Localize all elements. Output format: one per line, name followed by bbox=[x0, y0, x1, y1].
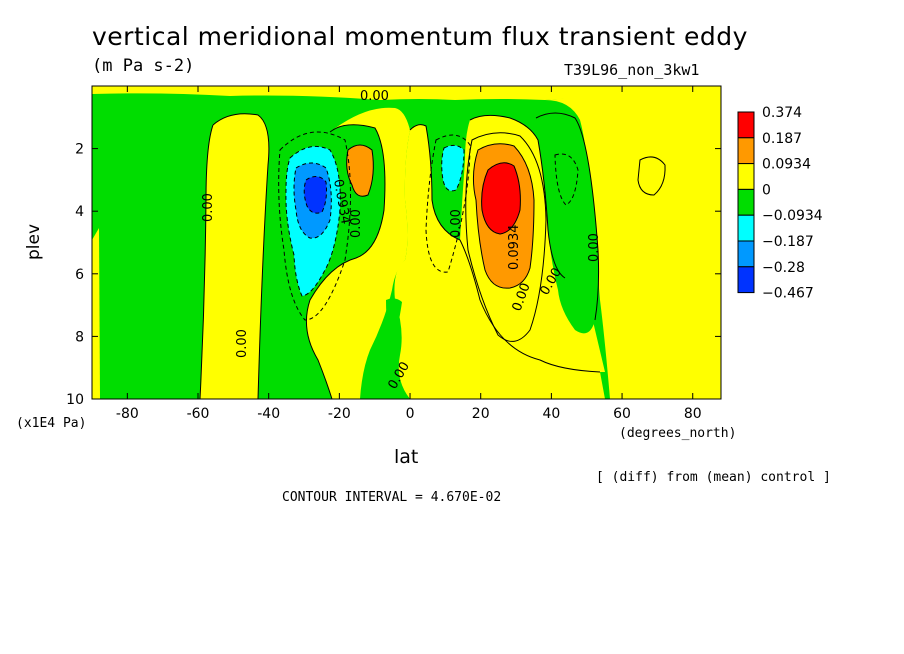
axes: -80 -60 -40 -20 0 20 40 60 80 2 4 6 8 10 bbox=[66, 86, 721, 422]
negative-contour bbox=[285, 145, 341, 297]
zero-contour bbox=[305, 124, 386, 399]
colorbar-label: −0.28 bbox=[762, 260, 805, 276]
x-tick-label: 60 bbox=[613, 406, 631, 422]
contour-label: 0.00 bbox=[201, 193, 216, 222]
x-tick-label: -60 bbox=[187, 406, 210, 422]
colorbar-label: −0.0934 bbox=[762, 208, 823, 224]
negative-core-darkblue bbox=[304, 176, 327, 214]
positive-band-south-center bbox=[306, 107, 410, 399]
negative-contours bbox=[278, 131, 579, 321]
chart-units: (m Pa s-2) bbox=[92, 56, 195, 76]
positive-contour bbox=[481, 162, 521, 235]
colorbar-swatch bbox=[737, 163, 755, 190]
chart-title: vertical meridional momentum flux transi… bbox=[92, 22, 748, 51]
negative-contour bbox=[425, 134, 471, 273]
positive-band-top bbox=[92, 86, 721, 100]
zero-contour bbox=[469, 114, 566, 279]
colorbar-swatch bbox=[737, 188, 755, 216]
zero-contour bbox=[409, 124, 601, 373]
run-label: T39L96_non_3kw1 bbox=[564, 61, 700, 79]
contour-label: 0.00 bbox=[360, 89, 389, 104]
negative-contour bbox=[293, 162, 332, 239]
negative-island-north bbox=[536, 113, 599, 334]
colorbar-swatch bbox=[737, 240, 755, 268]
positive-contour bbox=[472, 143, 535, 289]
negative-contour bbox=[278, 131, 351, 321]
colorbar-label: 0.374 bbox=[762, 105, 802, 121]
positive-band-equator-north bbox=[394, 124, 605, 399]
zero-contour bbox=[535, 112, 600, 321]
colorbar-swatch bbox=[737, 214, 755, 242]
contour-lines bbox=[199, 112, 666, 399]
zero-contour bbox=[199, 124, 214, 399]
positive-band-south-west bbox=[200, 113, 269, 399]
negative-contour bbox=[554, 153, 579, 206]
contour-label: 0.00 bbox=[235, 329, 250, 358]
negative-contour bbox=[303, 176, 327, 214]
x-axis-label: lat bbox=[394, 446, 419, 468]
contour-label: 0.00 bbox=[449, 209, 464, 238]
colorbar-swatch bbox=[737, 111, 755, 139]
colorbar: 0.374 0.187 0.0934 0 −0.0934 −0.187 −0.28 −0.46… bbox=[737, 105, 823, 302]
x-tick-label: -80 bbox=[116, 406, 139, 422]
colorbar-swatch bbox=[737, 137, 755, 165]
positive-lobe-orange-south bbox=[346, 145, 374, 197]
x-axis-units: (degrees_north) bbox=[619, 426, 737, 441]
y-tick-label: 4 bbox=[75, 204, 84, 220]
x-tick-label: 0 bbox=[406, 406, 415, 422]
positive-contour bbox=[465, 132, 547, 342]
colorbar-label: −0.187 bbox=[762, 234, 814, 250]
positive-contour bbox=[346, 144, 374, 197]
colorbar-swatch bbox=[737, 266, 755, 294]
plot-frame bbox=[91, 85, 722, 400]
y-tick-label: 6 bbox=[75, 267, 84, 283]
contour-label: 0.0934 bbox=[507, 225, 522, 271]
colorbar-label: 0 bbox=[762, 182, 771, 198]
x-tick-label: -20 bbox=[328, 406, 351, 422]
negative-contour bbox=[441, 144, 465, 192]
contour-label: 0.00 bbox=[349, 209, 364, 238]
contour-field: 0.00 0.00 0.00 0.00 0.00 0.00 0.00 0.00 … bbox=[92, 86, 721, 399]
x-tick-label: 40 bbox=[542, 406, 560, 422]
colorbar-label: −0.467 bbox=[762, 286, 814, 302]
y-tick-label: 8 bbox=[75, 329, 84, 345]
zero-contour bbox=[212, 113, 270, 399]
x-tick-label: -40 bbox=[257, 406, 280, 422]
y-tick-label: 2 bbox=[75, 142, 84, 158]
y-axis-units: (x1E4 Pa) bbox=[16, 416, 87, 431]
x-tick-label: 80 bbox=[684, 406, 702, 422]
diff-note: [ (diff) from (mean) control ] bbox=[596, 470, 831, 485]
colorbar-label: 0.0934 bbox=[762, 157, 811, 173]
positive-core-red bbox=[481, 162, 521, 234]
positive-contour bbox=[637, 156, 666, 196]
colorbar-label: 0.187 bbox=[762, 131, 802, 147]
positive-band-far-south bbox=[92, 228, 100, 399]
negative-island-south bbox=[386, 298, 402, 345]
y-tick-label: 10 bbox=[66, 392, 84, 408]
negative-lobe-cyan-north bbox=[441, 145, 464, 191]
x-tick-label: 20 bbox=[472, 406, 490, 422]
y-axis-label: plev bbox=[24, 223, 44, 260]
contour-interval: CONTOUR INTERVAL = 4.670E-02 bbox=[282, 490, 502, 505]
contour-label: 0.00 bbox=[587, 233, 602, 262]
